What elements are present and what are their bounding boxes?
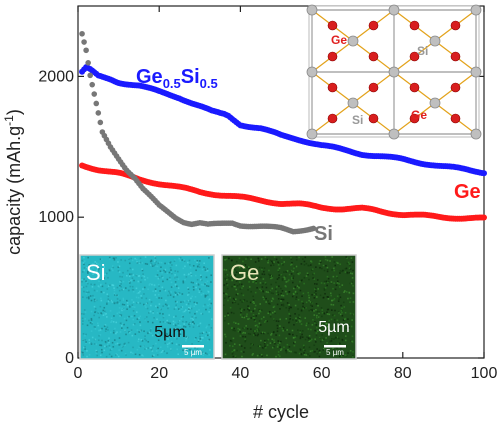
lattice-label-ge-1: Ge [331, 33, 347, 47]
data-point [87, 72, 93, 79]
si-map-scalebar [182, 345, 204, 348]
x-tick-label: 40 [232, 365, 250, 382]
x-tick-label: 80 [394, 365, 412, 382]
data-point [97, 119, 104, 126]
gesi-label-mid: Si [181, 66, 200, 88]
lattice-label-si-2: Si [352, 113, 363, 127]
data-point [85, 59, 91, 66]
ge-map-inset: Ge 5µm 5 µm [221, 254, 357, 360]
lattice-label-si-1: Si [417, 44, 428, 58]
gesi-label-sub2: 0.5 [200, 76, 218, 91]
y-axis-title-sup: -1 [2, 115, 16, 126]
data-point [95, 110, 102, 116]
series-layer [79, 30, 487, 235]
si-map-label: Si [86, 260, 106, 285]
x-tick-label: 100 [471, 365, 498, 382]
data-point [89, 81, 96, 88]
ge-map-label: Ge [230, 260, 259, 285]
data-point [91, 91, 98, 97]
ge-map-scalebar [324, 345, 346, 348]
data-point [310, 225, 317, 232]
series-1 [79, 162, 487, 222]
si-map-texture [81, 256, 213, 358]
data-point [79, 30, 85, 37]
si-map-image [79, 254, 215, 360]
gesi-label-base: Ge [136, 66, 163, 88]
ge-map-scale-small: 5 µm [326, 348, 344, 357]
y-tick-label: 2000 [38, 68, 74, 85]
data-point [83, 47, 89, 54]
si-map-scale-text: 5µm [154, 324, 185, 341]
series-label-si: Si [314, 223, 333, 245]
lattice-label-ge-2: Ge [411, 108, 427, 122]
y-axis-title-tail: ) [4, 109, 24, 115]
y-axis-title-main: capacity (mAh.g [4, 126, 24, 255]
x-axis-title: # cycle [253, 402, 309, 422]
data-point [81, 39, 87, 45]
series-0 [79, 64, 487, 177]
si-map-scale-small: 5 µm [184, 348, 202, 357]
series-2 [79, 30, 317, 235]
x-tick-label: 60 [313, 365, 331, 382]
y-tick-label: 0 [65, 350, 74, 367]
ge-map-scale-text: 5µm [318, 319, 349, 336]
lattice-inset: Ge Si Si Ge [306, 4, 482, 140]
y-tick-label: 1000 [38, 209, 74, 226]
data-point [93, 100, 100, 107]
data-point [481, 214, 487, 221]
gesi-label-sub1: 0.5 [163, 76, 181, 91]
y-axis-title: capacity (mAh.g-1) [2, 109, 24, 255]
series-label-gesi: Ge0.5Si0.5 [136, 66, 218, 91]
lattice-atoms [306, 4, 482, 140]
x-tick-label: 20 [150, 365, 168, 382]
data-point [481, 170, 487, 177]
series-label-ge: Ge [454, 181, 481, 203]
si-map-inset: Si 5µm 5 µm [79, 254, 215, 360]
x-tick-label: 0 [74, 365, 83, 382]
ge-map-texture [223, 256, 355, 358]
